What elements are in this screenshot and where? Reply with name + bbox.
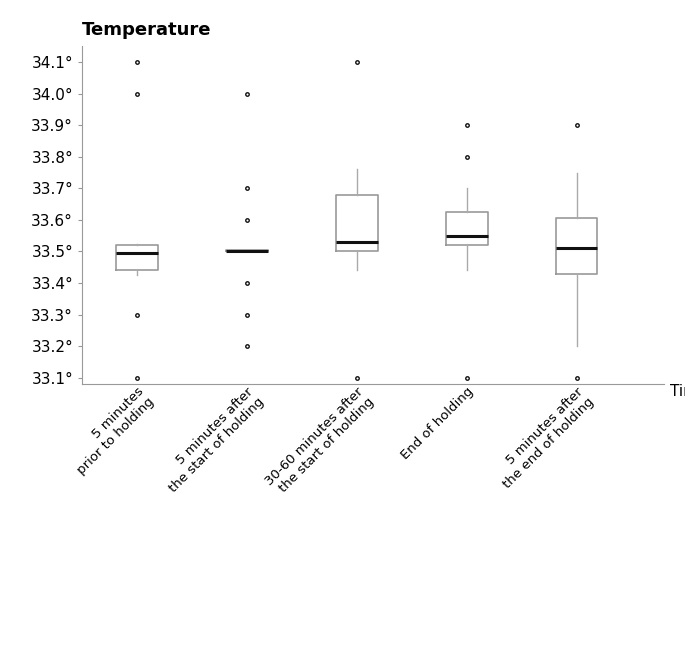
Text: Time: Time	[670, 384, 685, 399]
Text: 30-60 minutes after
the start of holding: 30-60 minutes after the start of holding	[263, 385, 377, 498]
Text: 5 minutes
prior to holding: 5 minutes prior to holding	[64, 385, 157, 477]
Text: End of holding: End of holding	[399, 385, 476, 462]
Text: 5 minutes after
the start of holding: 5 minutes after the start of holding	[156, 385, 266, 495]
Text: 5 minutes after
the end of holding: 5 minutes after the end of holding	[490, 385, 597, 491]
Text: Temperature: Temperature	[82, 21, 212, 39]
